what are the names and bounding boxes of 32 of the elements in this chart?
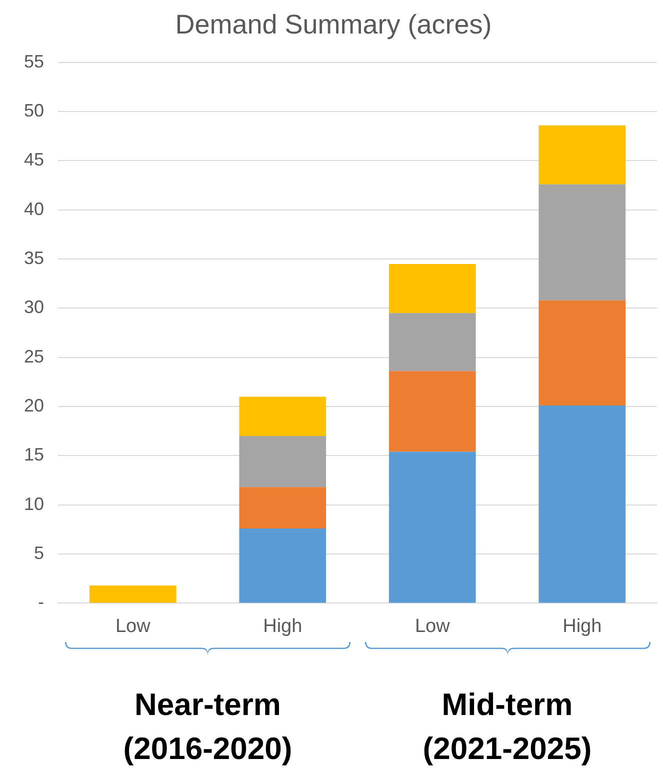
y-tick-label: 20 xyxy=(24,396,44,416)
text: Near-term (2016-2020) xyxy=(122,686,294,768)
y-tick-label: - xyxy=(38,592,44,612)
bar xyxy=(239,487,326,528)
y-tick-label: 30 xyxy=(24,297,44,318)
y-tick-label: 35 xyxy=(24,248,44,268)
y-tick-label: 10 xyxy=(24,494,44,514)
x-tick-label: Low xyxy=(414,616,450,637)
text: Mid-term (2021-2025) xyxy=(422,686,593,768)
y-tick-label: 25 xyxy=(24,346,44,366)
x-tick-label: High xyxy=(562,616,602,637)
bar xyxy=(388,264,476,314)
bar xyxy=(538,300,626,406)
bar xyxy=(239,528,326,603)
y-tick-label: 45 xyxy=(24,150,44,170)
bar xyxy=(538,406,626,603)
bar xyxy=(388,313,476,372)
x-tick-label: High xyxy=(263,616,302,637)
x-tick-label: Low xyxy=(115,616,151,637)
bar xyxy=(538,184,626,300)
y-tick-label: 50 xyxy=(24,100,44,121)
bar xyxy=(538,125,626,184)
bar xyxy=(239,436,326,488)
y-tick-label: 5 xyxy=(34,543,44,564)
bar xyxy=(239,396,326,436)
bar xyxy=(388,452,476,603)
y-tick-label: 40 xyxy=(24,198,44,219)
y-tick-label: 15 xyxy=(24,444,44,465)
bar xyxy=(388,371,476,452)
chart-title: Demand Summary (acres) xyxy=(175,10,492,40)
bar xyxy=(89,586,176,603)
y-tick-label: 55 xyxy=(24,51,44,72)
